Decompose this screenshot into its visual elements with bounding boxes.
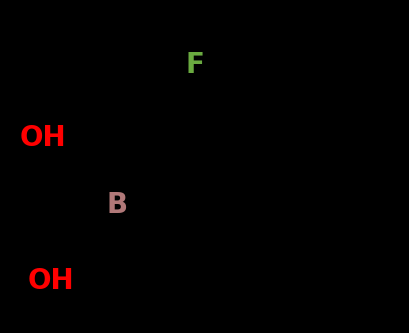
Text: B: B [106,191,127,219]
Text: F: F [185,51,204,79]
Text: OH: OH [20,124,66,152]
Text: OH: OH [28,267,74,295]
